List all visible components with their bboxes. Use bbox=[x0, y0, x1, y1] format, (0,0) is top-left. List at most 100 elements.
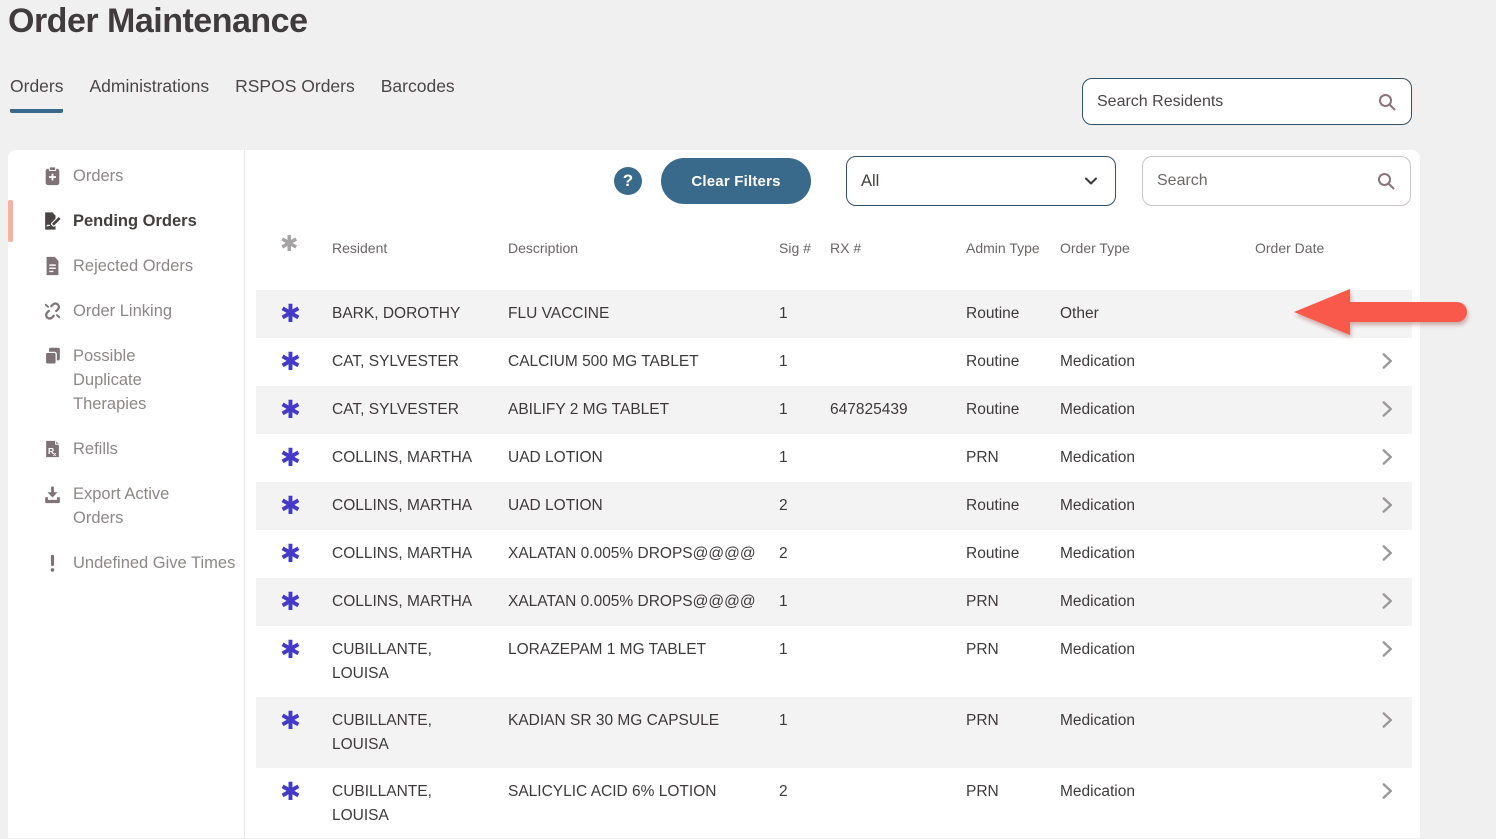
chevron-down-icon bbox=[1081, 171, 1101, 191]
download-icon bbox=[40, 483, 64, 505]
sidebar-item-pending-orders[interactable]: Pending Orders bbox=[8, 200, 244, 242]
red-arrow-annotation bbox=[1294, 289, 1467, 335]
asterisk-icon: ✱ bbox=[280, 300, 301, 328]
order-date-cell bbox=[1255, 768, 1376, 792]
tab-orders[interactable]: Orders bbox=[10, 76, 64, 113]
clear-filters-button[interactable]: Clear Filters bbox=[661, 158, 811, 204]
tab-rspos-orders[interactable]: RSPOS Orders bbox=[235, 76, 355, 96]
column-header-admin-type: Admin Type bbox=[966, 240, 1040, 256]
tab-administrations[interactable]: Administrations bbox=[89, 76, 210, 96]
order-type-cell: Medication bbox=[1060, 545, 1135, 562]
order-date-cell bbox=[1255, 434, 1376, 458]
order-type-cell: Medication bbox=[1060, 712, 1135, 729]
search-icon[interactable] bbox=[1376, 171, 1396, 191]
table-row[interactable]: ✱ CAT, SYLVESTER ABILIFY 2 MG TABLET 1 6… bbox=[256, 386, 1412, 434]
resident-cell: BARK, DOROTHY bbox=[332, 305, 461, 322]
description-cell: UAD LOTION bbox=[508, 497, 603, 514]
table-row[interactable]: ✱ COLLINS, MARTHA UAD LOTION 2 Routine M… bbox=[256, 482, 1412, 530]
table-row[interactable]: ✱ COLLINS, MARTHA UAD LOTION 1 PRN Medic… bbox=[256, 434, 1412, 482]
resident-cell: CUBILLANTE, LOUISA bbox=[332, 712, 432, 753]
chevron-right-icon[interactable] bbox=[1376, 709, 1398, 731]
arrow-shaft bbox=[1344, 302, 1467, 322]
description-cell: CALCIUM 500 MG TABLET bbox=[508, 353, 699, 370]
order-date-cell bbox=[1255, 482, 1376, 506]
chevron-right-icon[interactable] bbox=[1376, 398, 1398, 420]
sidebar-item-orders[interactable]: Orders bbox=[8, 164, 244, 188]
chevron-right-icon[interactable] bbox=[1376, 780, 1398, 802]
broken-link-icon bbox=[40, 300, 64, 322]
resident-cell: COLLINS, MARTHA bbox=[332, 497, 473, 514]
copy-icon bbox=[40, 345, 64, 367]
resident-cell: CUBILLANTE, LOUISA bbox=[332, 783, 432, 824]
admin-type-cell: Routine bbox=[966, 545, 1020, 562]
svg-text:R: R bbox=[47, 446, 54, 456]
order-type-cell: Other bbox=[1060, 305, 1099, 322]
chevron-right-icon[interactable] bbox=[1376, 446, 1398, 468]
rx-cell bbox=[830, 434, 966, 458]
table-row[interactable]: ✱ CUBILLANTE, LOUISA KADIAN SR 30 MG CAP… bbox=[256, 697, 1412, 768]
resident-search-box bbox=[1082, 78, 1412, 125]
order-type-cell: Medication bbox=[1060, 401, 1135, 418]
sidebar-divider bbox=[244, 150, 245, 838]
table-search-input[interactable] bbox=[1157, 172, 1376, 190]
sig-cell: 1 bbox=[779, 401, 788, 418]
sidebar-item-export-active-orders[interactable]: Export Active Orders bbox=[8, 482, 244, 530]
table-row[interactable]: ✱ COLLINS, MARTHA XALATAN 0.005% DROPS@@… bbox=[256, 578, 1412, 626]
rx-cell bbox=[830, 697, 966, 721]
table-header-row: ✱ Resident Description Sig # RX # Admin Type… bbox=[256, 228, 1412, 268]
order-type-cell: Medication bbox=[1060, 593, 1135, 610]
rx-cell bbox=[830, 482, 966, 506]
order-type-cell: Medication bbox=[1060, 641, 1135, 658]
search-icon[interactable] bbox=[1377, 92, 1397, 112]
resident-search-input[interactable] bbox=[1097, 92, 1377, 111]
help-icon[interactable]: ? bbox=[614, 167, 642, 195]
table-row[interactable]: ✱ CUBILLANTE, LOUISA SALICYLIC ACID 6% L… bbox=[256, 768, 1412, 839]
admin-type-cell: PRN bbox=[966, 641, 999, 658]
sidebar-item-rejected-orders[interactable]: Rejected Orders bbox=[8, 254, 244, 278]
chevron-right-icon[interactable] bbox=[1376, 638, 1398, 660]
description-cell: KADIAN SR 30 MG CAPSULE bbox=[508, 712, 720, 729]
sidebar-item-label: Rejected Orders bbox=[73, 257, 194, 275]
chevron-right-icon[interactable] bbox=[1376, 590, 1398, 612]
rx-cell bbox=[830, 338, 966, 362]
admin-type-cell: Routine bbox=[966, 401, 1020, 418]
resident-cell: CAT, SYLVESTER bbox=[332, 353, 459, 370]
column-header-sig: Sig # bbox=[779, 240, 811, 256]
resident-cell: CUBILLANTE, LOUISA bbox=[332, 641, 432, 682]
asterisk-icon: ✱ bbox=[280, 540, 301, 568]
file-signature-icon bbox=[40, 210, 64, 232]
table-row[interactable]: ✱ CUBILLANTE, LOUISA LORAZEPAM 1 MG TABL… bbox=[256, 626, 1412, 697]
sidebar-item-undefined-give-times[interactable]: Undefined Give Times bbox=[8, 551, 244, 575]
sidebar-nav: Orders Pending Orders Rejected Orders Or… bbox=[8, 164, 244, 575]
admin-type-cell: PRN bbox=[966, 783, 999, 800]
table-row[interactable]: ✱ CAT, SYLVESTER CALCIUM 500 MG TABLET 1… bbox=[256, 338, 1412, 386]
asterisk-icon: ✱ bbox=[280, 444, 301, 472]
table-row[interactable]: ✱ COLLINS, MARTHA XALATAN 0.005% DROPS@@… bbox=[256, 530, 1412, 578]
table-row[interactable]: ✱ BARK, DOROTHY FLU VACCINE 1 Routine Ot… bbox=[256, 290, 1412, 338]
sidebar-item-order-linking[interactable]: Order Linking bbox=[8, 299, 244, 323]
chevron-right-icon[interactable] bbox=[1376, 350, 1398, 372]
file-lines-icon bbox=[40, 255, 64, 277]
top-tabs: Orders Administrations RSPOS Orders Barc… bbox=[10, 76, 455, 113]
chevron-right-icon[interactable] bbox=[1376, 542, 1398, 564]
page-title: Order Maintenance bbox=[8, 2, 308, 40]
order-date-cell bbox=[1255, 697, 1376, 721]
asterisk-icon: ✱ bbox=[280, 636, 301, 664]
tab-barcodes[interactable]: Barcodes bbox=[380, 76, 455, 96]
resident-cell: CAT, SYLVESTER bbox=[332, 401, 459, 418]
admin-type-cell: PRN bbox=[966, 449, 999, 466]
admin-type-cell: Routine bbox=[966, 353, 1020, 370]
order-type-cell: Medication bbox=[1060, 449, 1135, 466]
clipboard-medical-icon bbox=[40, 165, 64, 187]
order-type-select[interactable]: All bbox=[846, 156, 1116, 206]
column-header-rx: RX # bbox=[830, 240, 862, 256]
resident-cell: COLLINS, MARTHA bbox=[332, 545, 473, 562]
sig-cell: 1 bbox=[779, 712, 788, 729]
orders-table: ✱ Resident Description Sig # RX # Admin Type… bbox=[256, 228, 1412, 839]
sidebar-item-possible-duplicate-therapies[interactable]: Possible Duplicate Therapies bbox=[8, 344, 244, 416]
chevron-right-icon[interactable] bbox=[1376, 494, 1398, 516]
sig-cell: 2 bbox=[779, 783, 788, 800]
svg-text:x: x bbox=[52, 452, 56, 458]
description-cell: SALICYLIC ACID 6% LOTION bbox=[508, 783, 717, 800]
